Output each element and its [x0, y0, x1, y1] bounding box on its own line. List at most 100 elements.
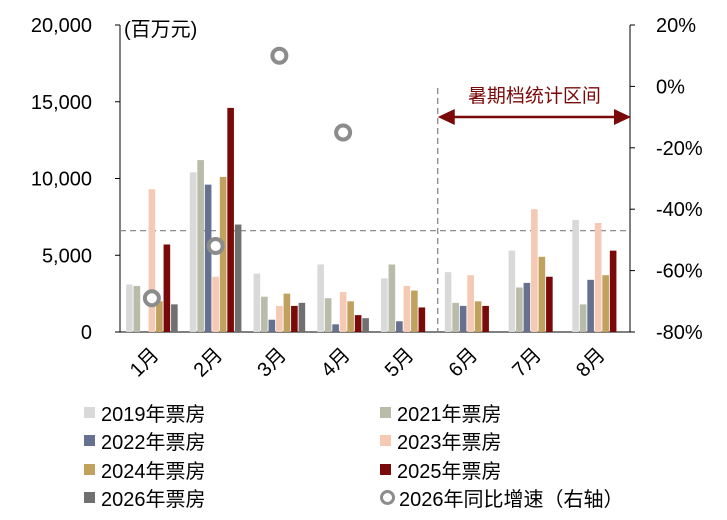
bar [459, 305, 467, 332]
bar [197, 160, 204, 332]
bar [283, 293, 291, 332]
bar [324, 298, 332, 332]
bar [403, 285, 411, 332]
bar [189, 172, 197, 332]
bar [171, 304, 178, 332]
x-tick-label: 8月 [572, 344, 610, 382]
legend-swatch [84, 406, 95, 418]
bar [204, 184, 212, 332]
bar [261, 296, 268, 332]
bar [523, 282, 531, 332]
bar [339, 292, 347, 332]
bar [546, 276, 553, 332]
legend-swatch [84, 492, 95, 504]
bar [411, 290, 418, 332]
arrow-right-icon [614, 109, 631, 125]
legend-label: 2023年票房 [397, 432, 502, 455]
legend-swatch [380, 435, 391, 447]
bar [276, 305, 283, 332]
bar [418, 307, 426, 332]
bar [538, 256, 546, 332]
bar [444, 272, 452, 332]
legend-label: 2026年同比增速（右轴） [399, 489, 624, 512]
legend-item: 2025年票房 [380, 455, 700, 484]
left-tick-label: 15,000 [31, 92, 92, 114]
bar [234, 224, 242, 332]
bar [253, 273, 261, 332]
bar [452, 302, 459, 332]
legend-item: 2023年票房 [380, 427, 700, 456]
growth-marker [142, 289, 161, 308]
legend-label: 2025年票房 [397, 460, 502, 483]
right-tick-label: -20% [656, 138, 703, 160]
bar [332, 324, 339, 332]
arrow-left-icon [437, 109, 455, 125]
bar [133, 285, 141, 332]
bar [508, 250, 516, 332]
bar [587, 279, 594, 332]
bar [212, 276, 219, 332]
legend-item: 2026年同比增速（右轴） [380, 484, 700, 513]
bar [317, 264, 324, 332]
left-tick-label: 20,000 [31, 15, 92, 37]
right-tick-label: -60% [656, 261, 703, 283]
x-tick-label: 1月 [126, 344, 164, 382]
bar [227, 107, 234, 332]
legend-item: 2022年票房 [84, 427, 380, 456]
left-tick-label: 0 [81, 322, 92, 344]
x-tick-label: 5月 [381, 344, 419, 382]
legend-label: 2022年票房 [101, 432, 206, 455]
legend-label: 2021年票房 [397, 403, 502, 426]
ring-marker-icon [380, 490, 395, 506]
bar [396, 321, 403, 332]
bar [474, 301, 482, 332]
legend-label: 2026年票房 [101, 489, 206, 512]
legend-swatch [380, 463, 391, 475]
bar [388, 264, 396, 332]
bar [609, 250, 617, 332]
legend-label: 2019年票房 [101, 403, 206, 426]
bar [126, 284, 133, 332]
left-tick-label: 5,000 [42, 245, 92, 267]
bar [268, 319, 276, 332]
x-tick-label: 3月 [253, 344, 291, 382]
legend-swatch [380, 406, 391, 418]
x-tick-label: 7月 [508, 344, 546, 382]
legend-item: 2021年票房 [380, 398, 700, 427]
bar [572, 219, 579, 332]
bar [354, 315, 362, 332]
right-tick-label: 0% [656, 76, 685, 98]
bar [531, 209, 538, 332]
right-tick-label: 20% [656, 15, 696, 37]
bar [291, 305, 298, 332]
bar [156, 301, 163, 332]
right-tick-label: -40% [656, 199, 703, 221]
right-tick-label: -80% [656, 322, 703, 344]
left-tick-label: 10,000 [31, 169, 92, 191]
legend-swatch [84, 435, 95, 447]
x-tick-label: 6月 [445, 344, 483, 382]
bar [347, 301, 354, 332]
growth-marker [334, 123, 353, 142]
bar [602, 275, 609, 332]
growth-marker [270, 46, 289, 65]
bar [594, 223, 602, 332]
legend-item: 2026年票房 [84, 484, 380, 513]
x-tick-label: 2月 [190, 344, 228, 382]
bar [516, 287, 523, 332]
x-tick-label: 4月 [317, 344, 355, 382]
bar [298, 302, 306, 332]
bar [482, 305, 489, 332]
bar [381, 278, 388, 332]
bar [148, 189, 156, 332]
legend-swatch [84, 463, 95, 475]
bar [579, 304, 587, 332]
growth-marker [206, 237, 225, 256]
legend-label: 2024年票房 [101, 460, 206, 483]
box-office-chart: 0 5,000 10,000 15,000 20,000 -80% -60% -40% -20%… [31, 15, 703, 382]
legend-item: 2024年票房 [84, 455, 380, 484]
summer-range-label: 暑期档统计区间 [468, 85, 601, 107]
legend: 2019年票房 2021年票房 2022年票房 2023年票房 2024年票房 2025年… [84, 398, 704, 514]
bar [219, 176, 227, 332]
bar [362, 318, 369, 332]
